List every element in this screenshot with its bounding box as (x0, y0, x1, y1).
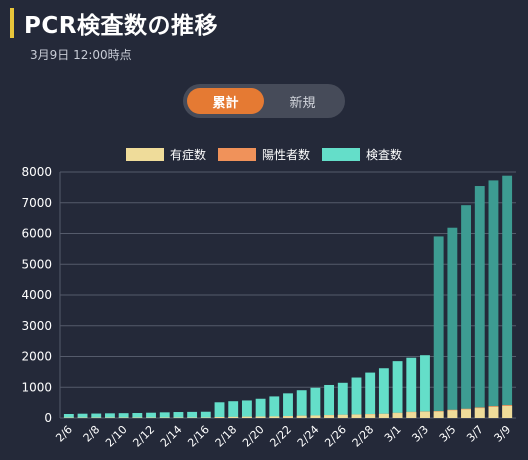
y-tick-label: 5000 (21, 257, 52, 271)
bar-tests[interactable] (187, 411, 198, 418)
bar-symptomatic[interactable] (365, 414, 376, 418)
x-tick-label: 2/20 (240, 423, 267, 450)
bar-tests[interactable] (337, 382, 348, 418)
legend-swatch-tests (322, 148, 360, 161)
bar-symptomatic[interactable] (351, 414, 362, 418)
bar-tests[interactable] (91, 413, 102, 418)
x-tick-label: 3/3 (409, 423, 431, 445)
bar-tests[interactable] (132, 413, 143, 418)
y-tick-label: 6000 (21, 227, 52, 241)
bar-symptomatic[interactable] (228, 416, 239, 418)
bar-symptomatic[interactable] (255, 416, 266, 418)
bar-tests[interactable] (105, 413, 115, 418)
bar-tests[interactable] (420, 355, 430, 418)
x-tick-label: 2/10 (103, 423, 130, 450)
bar-tests[interactable] (283, 393, 293, 418)
bar-tests[interactable] (461, 205, 471, 418)
y-tick-label: 8000 (21, 165, 52, 179)
bar-tests[interactable] (310, 387, 321, 418)
legend-swatch-positive (217, 148, 256, 161)
bar-tests[interactable] (228, 401, 239, 418)
bar-tests[interactable] (241, 400, 252, 418)
y-tick-label: 1000 (21, 380, 52, 394)
bar-tests[interactable] (392, 361, 403, 418)
legend-label-symptomatic: 有症数 (169, 148, 206, 162)
bar-tests[interactable] (214, 402, 225, 418)
bar-symptomatic[interactable] (392, 413, 403, 418)
bar-symptomatic[interactable] (461, 409, 471, 418)
bar-tests[interactable] (488, 180, 499, 418)
bar-tests[interactable] (447, 227, 458, 418)
bar-tests[interactable] (269, 396, 280, 418)
bar-tests[interactable] (255, 398, 266, 418)
bar-symptomatic[interactable] (296, 415, 307, 418)
bar-tests[interactable] (365, 372, 376, 418)
bar-tests[interactable] (433, 236, 444, 418)
x-tick-label: 3/7 (464, 423, 486, 445)
x-tick-label: 3/9 (492, 423, 514, 445)
bar-symptomatic[interactable] (324, 415, 335, 418)
y-tick-label: 3000 (21, 319, 52, 333)
bar-tests[interactable] (378, 368, 389, 418)
legend-label-tests: 検査数 (366, 148, 403, 162)
bar-symptomatic[interactable] (269, 416, 280, 418)
y-tick-label: 2000 (21, 350, 52, 364)
bar-symptomatic[interactable] (283, 416, 293, 418)
title-accent-bar (10, 8, 14, 38)
bar-symptomatic[interactable] (433, 411, 444, 418)
bar-symptomatic[interactable] (406, 412, 417, 418)
y-tick-label: 0 (44, 411, 52, 425)
bar-symptomatic[interactable] (378, 414, 389, 418)
x-tick-label: 2/16 (185, 423, 212, 450)
legend-item-symptomatic[interactable]: 有症数 (125, 146, 206, 163)
bar-symptomatic[interactable] (447, 410, 458, 418)
bar-symptomatic[interactable] (420, 411, 430, 418)
x-tick-label: 2/14 (158, 423, 185, 450)
new-button[interactable]: 新規 (289, 95, 316, 111)
bar-tests[interactable] (200, 411, 211, 418)
y-tick-label: 4000 (21, 288, 52, 302)
page-title: PCR検査数の推移 (24, 13, 218, 39)
bar-symptomatic[interactable] (214, 417, 225, 418)
bar-tests[interactable] (502, 175, 513, 418)
legend-swatch-symptomatic (125, 148, 164, 161)
bar-tests[interactable] (173, 412, 184, 418)
y-tick-label: 7000 (21, 196, 52, 210)
bar-tests[interactable] (77, 413, 88, 418)
bar-tests[interactable] (406, 357, 417, 418)
bar-tests[interactable] (63, 414, 74, 418)
x-tick-label: 2/24 (295, 423, 322, 450)
x-tick-label: 3/5 (437, 423, 459, 445)
legend-item-positive[interactable]: 陽性者数 (217, 146, 310, 163)
legend-label-positive: 陽性者数 (261, 148, 310, 162)
bar-symptomatic[interactable] (488, 406, 499, 418)
view-toggle: 累計 新規 (183, 84, 345, 118)
x-tick-label: 2/6 (53, 423, 75, 445)
x-tick-label: 2/28 (350, 423, 377, 450)
timestamp: 3月9日 12:00時点 (30, 48, 132, 62)
x-tick-label: 3/1 (382, 423, 404, 445)
bar-symptomatic[interactable] (337, 414, 348, 418)
bar-symptomatic[interactable] (241, 416, 252, 418)
bar-symptomatic[interactable] (502, 406, 513, 418)
x-tick-label: 2/18 (213, 423, 240, 450)
x-tick-label: 2/26 (322, 423, 349, 450)
bar-tests[interactable] (146, 412, 156, 418)
x-tick-label: 2/12 (130, 423, 157, 450)
bar-tests[interactable] (296, 390, 307, 418)
bar-tests[interactable] (159, 412, 170, 418)
x-tick-label: 2/8 (81, 423, 103, 445)
bar-tests[interactable] (474, 186, 485, 418)
bar-tests[interactable] (351, 377, 362, 418)
bar-tests[interactable] (324, 384, 335, 418)
bar-symptomatic[interactable] (474, 408, 485, 418)
x-tick-label: 2/22 (267, 423, 294, 450)
chart-legend: 有症数 陽性者数 検査数 (0, 146, 528, 163)
bar-symptomatic[interactable] (310, 415, 321, 418)
legend-item-tests[interactable]: 検査数 (322, 146, 402, 163)
cumulative-button[interactable]: 累計 (187, 88, 264, 114)
bar-tests[interactable] (118, 413, 129, 418)
